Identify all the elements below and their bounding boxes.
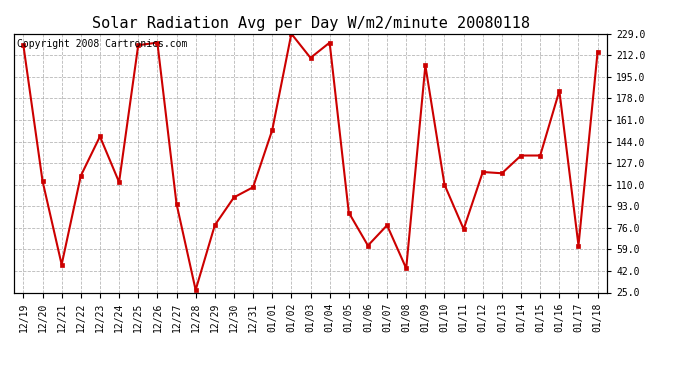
Text: Copyright 2008 Cartronics.com: Copyright 2008 Cartronics.com (17, 39, 187, 49)
Title: Solar Radiation Avg per Day W/m2/minute 20080118: Solar Radiation Avg per Day W/m2/minute … (92, 16, 529, 31)
